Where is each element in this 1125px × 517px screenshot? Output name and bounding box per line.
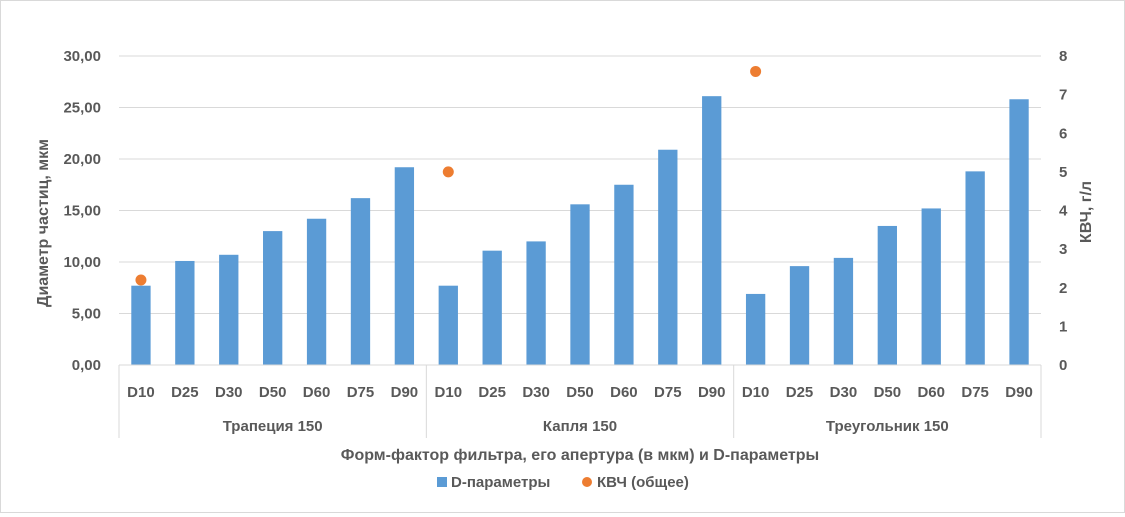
bar-d50 (263, 231, 283, 365)
x-axis-title: Форм-фактор фильтра, его апертура (в мкм… (341, 447, 819, 464)
bar-d10 (131, 285, 151, 365)
bar-d90 (394, 167, 415, 365)
x-category-label: D30 (830, 384, 858, 401)
bar-d90 (702, 96, 722, 366)
bar-d25 (482, 250, 502, 365)
x-category-label: D60 (303, 384, 331, 401)
bar-series (131, 96, 1029, 366)
legend-label-d-parameters: D-параметры (451, 474, 550, 491)
bar-d25 (789, 266, 810, 365)
x-category-label: D50 (566, 384, 594, 401)
y-left-tick-label: 25,00 (63, 100, 101, 117)
bar-d60 (306, 218, 327, 365)
x-category-label: D30 (215, 384, 243, 401)
legend: D-параметры КВЧ (общее) (437, 474, 689, 491)
bar-d25 (175, 260, 195, 365)
group-label: Треугольник 150 (826, 418, 949, 435)
x-category-label: D75 (961, 384, 989, 401)
legend-label-kvch: КВЧ (общее) (597, 474, 689, 491)
y-left-tick-label: 20,00 (63, 151, 101, 168)
y-right-tick-label: 1 (1059, 318, 1067, 335)
x-category-label: D90 (391, 384, 419, 401)
x-category-label: D10 (127, 384, 155, 401)
x-category-label: D25 (786, 384, 814, 401)
x-category-label: D50 (259, 384, 287, 401)
x-axis: D10 D25 D30 D50 D60 D75 D90 D10 D25 D30 D50 D60 D75 D… (118, 364, 1042, 438)
x-category-label: D25 (478, 384, 506, 401)
bar-d60 (921, 208, 941, 365)
y-right-tick-label: 8 (1059, 48, 1067, 65)
bar-d30 (526, 241, 546, 365)
y-right-tick-label: 3 (1059, 241, 1067, 258)
kvch-point (135, 274, 147, 286)
kvch-point (442, 166, 454, 178)
bar-d30 (833, 257, 854, 365)
bar-d10 (438, 285, 458, 365)
group-label: Трапеция 150 (223, 418, 323, 435)
x-category-label: D30 (522, 384, 550, 401)
y-right-tick-label: 7 (1059, 87, 1067, 104)
bar-d60 (614, 184, 634, 365)
y-left-tick-label: 15,00 (63, 203, 101, 220)
y-left-tick-label: 0,00 (72, 357, 101, 374)
bar-d50 (570, 204, 590, 365)
x-category-label: D50 (874, 384, 902, 401)
bar-d75 (658, 149, 678, 365)
kvch-point (750, 65, 762, 77)
legend-marker-kvch (582, 477, 592, 487)
y-right-tick-label: 6 (1059, 125, 1067, 142)
x-category-label: D10 (742, 384, 770, 401)
group-label: Капля 150 (543, 418, 617, 435)
bar-d10 (745, 293, 766, 365)
bar-d90 (1009, 99, 1029, 365)
scatter-series (135, 65, 762, 286)
y-left-tick-label: 10,00 (63, 254, 101, 271)
x-category-label: D90 (698, 384, 726, 401)
y-right-tick-label: 5 (1059, 164, 1067, 181)
y-right-tick-label: 4 (1059, 203, 1068, 220)
bar-d50 (877, 225, 897, 365)
y-right-tick-label: 2 (1059, 280, 1067, 297)
x-category-label: D60 (917, 384, 945, 401)
y-right-axis-title: КВЧ, г/л (1078, 181, 1095, 243)
bar-d75 (350, 198, 371, 365)
y-right-tick-label: 0 (1059, 357, 1067, 374)
bar-d75 (965, 171, 985, 365)
bar-d30 (219, 254, 239, 365)
x-category-label: D75 (654, 384, 682, 401)
y-left-axis-title: Диаметр частиц, мкм (35, 139, 52, 307)
x-category-label: D60 (610, 384, 638, 401)
x-category-label: D90 (1005, 384, 1033, 401)
x-category-label: D75 (347, 384, 375, 401)
y-left-tick-label: 30,00 (63, 48, 101, 65)
y-left-tick-label: 5,00 (72, 306, 101, 323)
x-category-label: D25 (171, 384, 199, 401)
left-y-axis-ticks: 0,00 5,00 10,00 15,00 20,00 25,00 30,00 (63, 48, 101, 374)
legend-swatch-d-parameters (437, 477, 447, 487)
right-y-axis-ticks: 0 1 2 3 4 5 6 7 8 (1059, 48, 1068, 374)
x-category-label: D10 (435, 384, 463, 401)
